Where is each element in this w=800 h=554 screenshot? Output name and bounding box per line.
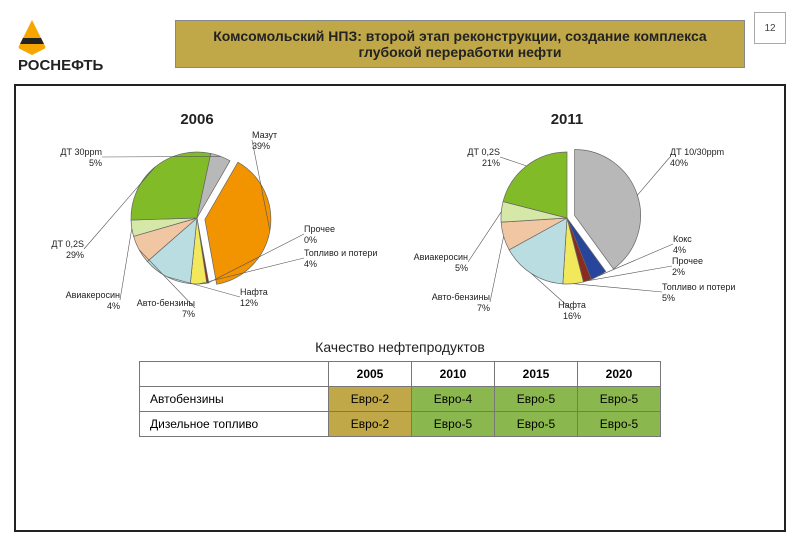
table-col-header: 2005 <box>329 362 412 387</box>
leader-line <box>500 157 527 166</box>
chart-title: 2006 <box>180 111 213 128</box>
slice-percent: 12% <box>240 298 258 308</box>
table-row: Дизельное топливоЕвро-2Евро-5Евро-5Евро-… <box>140 412 661 437</box>
chart-title: 2011 <box>551 111 584 128</box>
pie-charts: Мазут39%Прочее0%Топливо и потери4%Нафта1… <box>16 86 784 326</box>
slice-label: Нафта <box>240 287 268 297</box>
logo-text: РОСНЕФТЬ <box>18 57 168 74</box>
slice-label: Прочее <box>304 224 335 234</box>
page-root: РОСНЕФТЬ Комсомольский НПЗ: второй этап … <box>0 0 800 554</box>
table-col-header: 2020 <box>578 362 661 387</box>
slice-label: Кокс <box>673 234 692 244</box>
slice-percent: 5% <box>662 293 675 303</box>
slice-percent: 29% <box>66 250 84 260</box>
slice-percent: 0% <box>304 235 317 245</box>
content-frame: Мазут39%Прочее0%Топливо и потери4%Нафта1… <box>14 84 786 532</box>
slice-percent: 5% <box>455 263 468 273</box>
slice-percent: 7% <box>182 309 195 319</box>
page-title-text: Комсомольский НПЗ: второй этап реконстру… <box>186 28 734 60</box>
slice-percent: 2% <box>672 267 685 277</box>
logo-icon <box>18 20 46 55</box>
table-cell: Евро-5 <box>578 412 661 437</box>
slice-percent: 4% <box>107 301 120 311</box>
slice-label: Авиакеросин <box>66 290 120 300</box>
table-row-header: Дизельное топливо <box>140 412 329 437</box>
slice-percent: 39% <box>252 141 270 151</box>
slice-label: Авиакеросин <box>414 252 468 262</box>
slice-percent: 5% <box>89 158 102 168</box>
leader-line <box>468 212 501 262</box>
table-cell: Евро-2 <box>329 387 412 412</box>
slice-label: ДТ 0,2S <box>467 147 500 157</box>
slice-label: Мазут <box>252 130 277 140</box>
slice-label: ДТ 0,2S <box>51 239 84 249</box>
slice-label: Авто-бензины <box>137 298 195 308</box>
leader-line <box>120 228 132 300</box>
slice-label: ДТ 10/30ppm <box>670 147 724 157</box>
table-cell: Евро-5 <box>578 387 661 412</box>
table-col-header: 2015 <box>495 362 578 387</box>
slice-label: Топливо и потери <box>662 282 735 292</box>
slice-label: Авто-бензины <box>432 292 490 302</box>
leader-line <box>490 236 504 302</box>
table-cell: Евро-5 <box>495 387 578 412</box>
leader-line <box>573 284 662 292</box>
slice-label: Прочее <box>672 256 703 266</box>
quality-table: 2005201020152020АвтобензиныЕвро-2Евро-4Е… <box>139 361 661 437</box>
page-title: Комсомольский НПЗ: второй этап реконстру… <box>175 20 745 68</box>
table-col-header: 2010 <box>412 362 495 387</box>
table-cell: Евро-5 <box>412 412 495 437</box>
table-cell: Евро-5 <box>495 412 578 437</box>
slice-percent: 21% <box>482 158 500 168</box>
page-number: 12 <box>764 23 775 34</box>
slice-label: ДТ 30ppm <box>60 147 102 157</box>
slice-label: Топливо и потери <box>304 248 377 258</box>
slice-percent: 7% <box>477 303 490 313</box>
slice-label: Нафта <box>558 300 586 310</box>
table-title: Качество нефтепродуктов <box>16 339 784 355</box>
table-cell: Евро-2 <box>329 412 412 437</box>
slice-percent: 4% <box>673 245 686 255</box>
table-row: АвтобензиныЕвро-2Евро-4Евро-5Евро-5 <box>140 387 661 412</box>
leader-line <box>637 157 670 195</box>
slice-percent: 16% <box>563 311 581 321</box>
page-number-badge: 12 <box>754 12 786 44</box>
table-cell: Евро-4 <box>412 387 495 412</box>
table-row-header: Автобензины <box>140 387 329 412</box>
slice-percent: 40% <box>670 158 688 168</box>
slice-percent: 4% <box>304 259 317 269</box>
table-corner <box>140 362 329 387</box>
logo: РОСНЕФТЬ <box>18 20 168 74</box>
